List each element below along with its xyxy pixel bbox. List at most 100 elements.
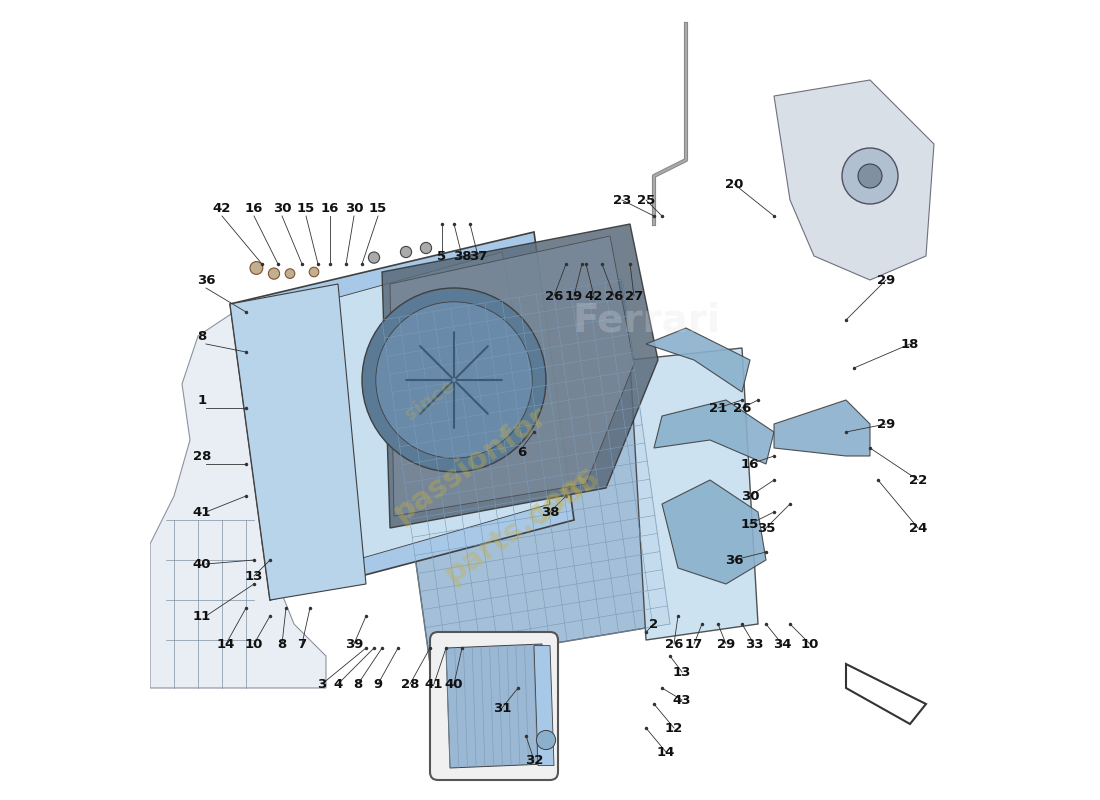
Text: 20: 20 [725, 178, 744, 190]
Circle shape [420, 242, 431, 254]
Text: 16: 16 [245, 202, 263, 214]
Text: 27: 27 [625, 290, 644, 302]
Text: 18: 18 [901, 338, 920, 350]
Text: 8: 8 [353, 678, 363, 690]
Text: 37: 37 [469, 250, 487, 262]
Circle shape [842, 148, 898, 204]
Text: 30: 30 [344, 202, 363, 214]
Text: 26: 26 [544, 290, 563, 302]
Text: 26: 26 [605, 290, 624, 302]
Circle shape [285, 269, 295, 278]
Text: 4: 4 [333, 678, 342, 690]
Text: 32: 32 [525, 754, 543, 766]
Text: 42: 42 [585, 290, 603, 302]
Text: 10: 10 [245, 638, 263, 650]
Text: 19: 19 [565, 290, 583, 302]
Text: 15: 15 [297, 202, 315, 214]
FancyArrowPatch shape [420, 346, 452, 378]
Text: 13: 13 [245, 570, 263, 582]
Text: 15: 15 [741, 518, 759, 530]
Text: 21: 21 [708, 402, 727, 414]
Polygon shape [242, 252, 550, 580]
Text: 6: 6 [517, 446, 527, 458]
Polygon shape [230, 232, 574, 600]
Text: since: since [402, 376, 459, 424]
Text: 43: 43 [673, 694, 691, 706]
Text: 29: 29 [877, 274, 895, 286]
Text: 13: 13 [673, 666, 691, 678]
Polygon shape [630, 348, 758, 640]
Text: 40: 40 [444, 678, 463, 690]
Text: 23: 23 [613, 194, 631, 206]
Text: 34: 34 [772, 638, 791, 650]
Circle shape [376, 302, 532, 458]
Text: 15: 15 [368, 202, 387, 214]
Text: 28: 28 [192, 450, 211, 462]
FancyArrowPatch shape [420, 382, 452, 414]
Text: 9: 9 [373, 678, 383, 690]
Circle shape [400, 246, 411, 258]
Text: 39: 39 [344, 638, 363, 650]
Text: 38: 38 [453, 250, 471, 262]
Polygon shape [382, 280, 670, 664]
Text: 7: 7 [297, 638, 307, 650]
Text: 11: 11 [192, 610, 211, 622]
Text: 41: 41 [425, 678, 443, 690]
Circle shape [250, 262, 263, 274]
Polygon shape [390, 236, 634, 516]
Circle shape [537, 730, 556, 750]
Text: 40: 40 [192, 558, 211, 570]
Circle shape [368, 252, 379, 263]
Text: 28: 28 [400, 678, 419, 690]
Text: parts.com: parts.com [439, 466, 597, 590]
Text: 5: 5 [438, 250, 447, 262]
Polygon shape [662, 480, 766, 584]
Text: 26: 26 [664, 638, 683, 650]
FancyArrowPatch shape [456, 346, 487, 378]
Polygon shape [150, 304, 326, 688]
Text: 42: 42 [212, 202, 231, 214]
Polygon shape [774, 400, 870, 456]
Text: passionfor: passionfor [387, 400, 552, 528]
FancyBboxPatch shape [430, 632, 558, 780]
Text: 29: 29 [717, 638, 735, 650]
Text: 16: 16 [740, 458, 759, 470]
Text: 14: 14 [217, 638, 235, 650]
Text: 24: 24 [909, 522, 927, 534]
Text: 30: 30 [740, 490, 759, 502]
FancyArrowPatch shape [456, 382, 487, 414]
Text: 36: 36 [725, 554, 744, 566]
Text: 8: 8 [197, 330, 207, 342]
Circle shape [268, 268, 279, 279]
Text: 16: 16 [321, 202, 339, 214]
Polygon shape [446, 644, 546, 768]
Text: 17: 17 [685, 638, 703, 650]
Polygon shape [646, 328, 750, 392]
Polygon shape [382, 224, 658, 528]
Polygon shape [230, 284, 366, 600]
Polygon shape [534, 646, 554, 766]
Text: 2: 2 [649, 618, 659, 630]
Text: Ferrari: Ferrari [572, 301, 720, 339]
Text: 38: 38 [541, 506, 559, 518]
Text: 33: 33 [745, 638, 763, 650]
Text: 1: 1 [197, 394, 207, 406]
Text: 36: 36 [197, 274, 216, 286]
Polygon shape [654, 400, 774, 464]
Text: 8: 8 [277, 638, 287, 650]
Text: 25: 25 [637, 194, 656, 206]
Circle shape [309, 267, 319, 277]
Text: 3: 3 [318, 678, 327, 690]
Text: 12: 12 [664, 722, 683, 734]
Polygon shape [846, 664, 926, 724]
Text: 1985: 1985 [526, 462, 606, 530]
Text: 22: 22 [909, 474, 927, 486]
Text: 29: 29 [877, 418, 895, 430]
Circle shape [362, 288, 546, 472]
Text: 26: 26 [733, 402, 751, 414]
Text: 35: 35 [757, 522, 776, 534]
Text: 31: 31 [493, 702, 512, 714]
Polygon shape [774, 80, 934, 280]
Circle shape [858, 164, 882, 188]
Text: 10: 10 [801, 638, 820, 650]
